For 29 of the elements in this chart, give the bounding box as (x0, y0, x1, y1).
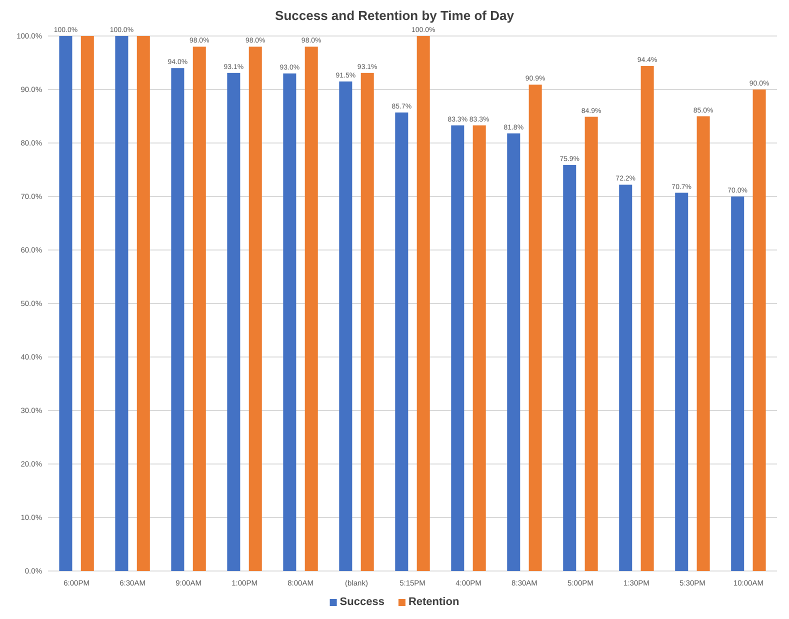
bar (283, 73, 296, 571)
legend-label: Retention (408, 596, 460, 608)
bar (619, 184, 632, 571)
bar (360, 72, 374, 571)
bar (731, 196, 744, 571)
bar (227, 72, 240, 571)
bar (563, 164, 576, 571)
bar (59, 36, 72, 571)
bar (115, 36, 128, 571)
bar (171, 68, 184, 571)
bar (528, 84, 542, 571)
bar (80, 36, 94, 571)
bar (395, 112, 408, 571)
bar (248, 46, 262, 571)
bar (136, 36, 150, 571)
bar (640, 66, 654, 571)
bar (696, 116, 710, 571)
bar (472, 125, 486, 571)
bar (339, 81, 352, 571)
legend-label: Success (340, 596, 384, 608)
bar (675, 192, 688, 571)
bar (584, 116, 598, 571)
bar (416, 36, 430, 571)
bar (304, 46, 318, 571)
bar (507, 133, 520, 571)
bar (451, 125, 464, 571)
bar (192, 46, 206, 571)
chart-title: Success and Retention by Time of Day (275, 8, 515, 23)
bar (752, 90, 766, 571)
